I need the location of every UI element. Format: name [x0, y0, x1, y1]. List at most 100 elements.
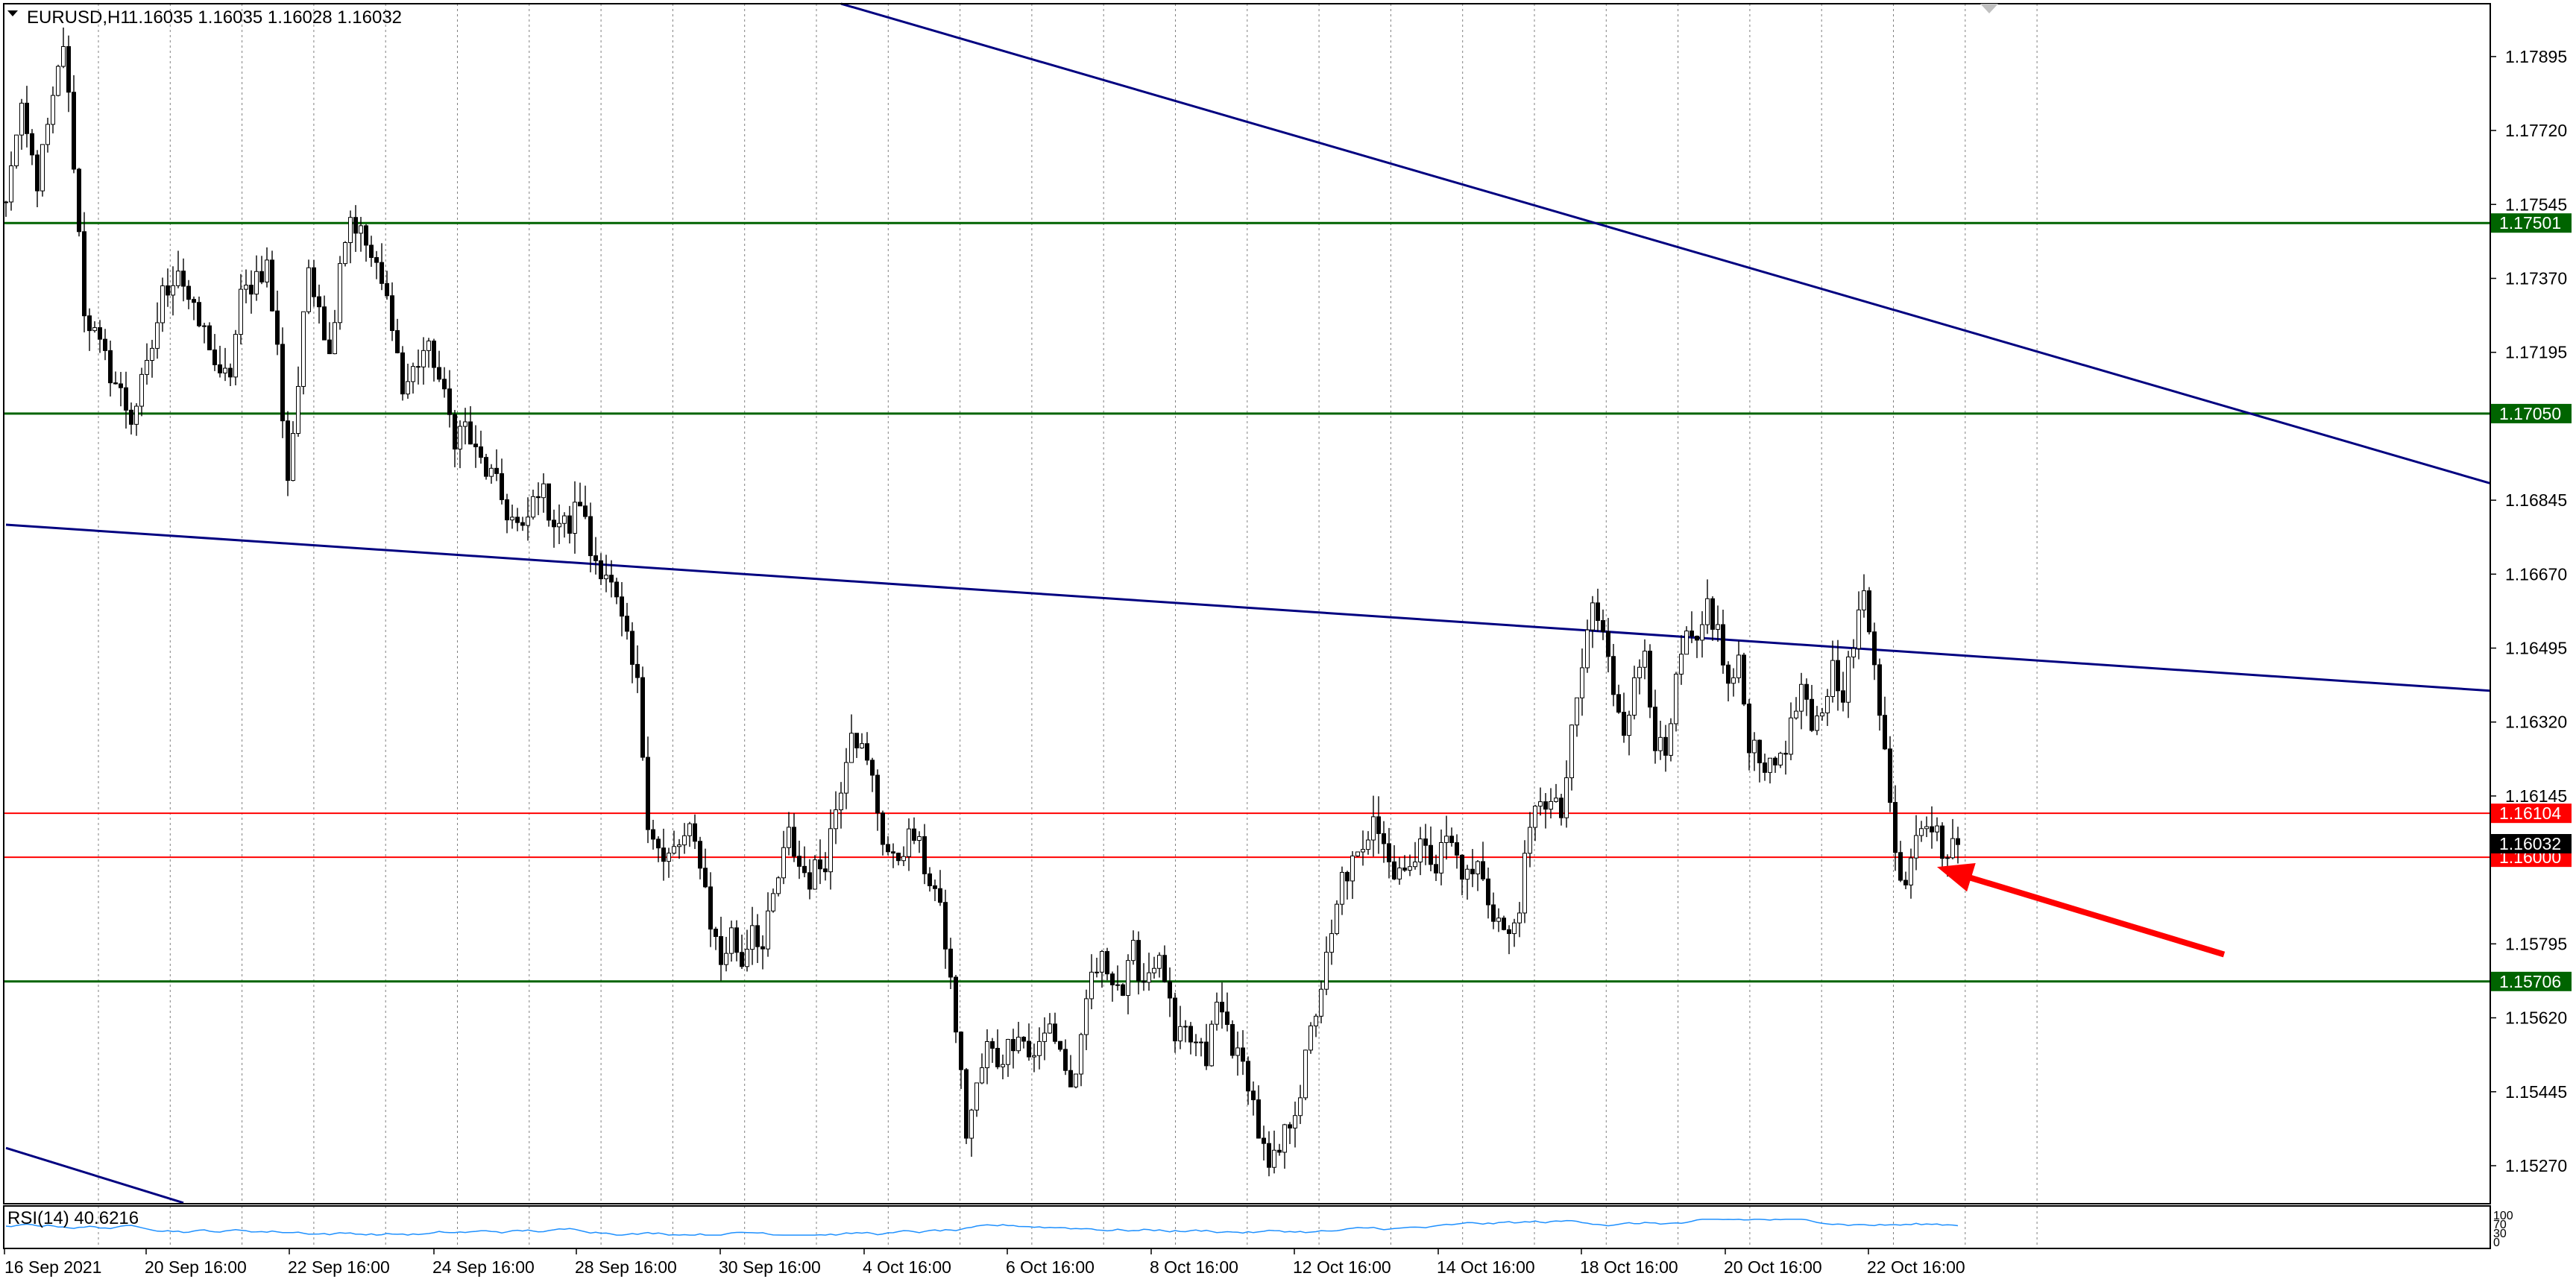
candle-body: [1736, 654, 1741, 678]
candle-body: [406, 381, 410, 395]
candle-body: [1434, 864, 1438, 874]
candle-body: [1752, 739, 1757, 754]
price-tag: [2491, 213, 2572, 233]
candle-body: [1522, 853, 1527, 914]
horizontal-levels[interactable]: [4, 221, 2490, 983]
candle-body: [160, 285, 165, 323]
candle-body: [1303, 1049, 1308, 1099]
candle-body: [760, 946, 765, 950]
candle-body: [1930, 826, 1934, 833]
candle-body: [92, 327, 97, 332]
time-axis[interactable]: 16 Sep 2021 20 Sep 16:00 22 Sep 16:00 24 Se…: [4, 1248, 1965, 1277]
price-tag: [2491, 834, 2572, 853]
time-tick-label: 18 Oct 16:00: [1580, 1257, 1678, 1277]
candle-body: [1215, 1002, 1219, 1025]
candle-body: [552, 520, 556, 528]
trendline[interactable]: [840, 2, 2491, 484]
candle-body: [259, 271, 264, 282]
candle-body: [792, 827, 796, 857]
candle-body: [802, 865, 807, 874]
candle-body: [1408, 866, 1412, 871]
candle-body: [1742, 654, 1746, 705]
candle-body: [661, 847, 666, 862]
candle-body: [1183, 1026, 1188, 1028]
candle-body: [1695, 635, 1699, 641]
candle-body: [1021, 1037, 1026, 1042]
candle-body: [604, 575, 608, 580]
candle-body: [1058, 1040, 1062, 1050]
arrow-head-icon[interactable]: [1937, 863, 1976, 892]
candle-body: [1267, 1143, 1271, 1168]
candle-body: [510, 517, 514, 521]
candle-body: [1689, 631, 1694, 637]
candle-body: [1810, 698, 1814, 731]
candle-body: [640, 677, 645, 758]
candle-body: [254, 271, 259, 295]
candle-body: [1382, 833, 1386, 844]
header-symbol: EURUSD,H1: [27, 7, 130, 28]
candle-body: [526, 517, 530, 526]
candle-body: [881, 812, 885, 845]
candle-body: [1663, 736, 1668, 756]
candle-body: [938, 888, 942, 903]
candle-body: [583, 505, 588, 517]
candle-body: [1157, 955, 1162, 969]
candle-body: [1444, 836, 1449, 843]
candle-body: [129, 409, 133, 425]
candle-body: [635, 663, 640, 678]
candle-body: [1825, 695, 1830, 713]
candle-body: [531, 496, 535, 518]
candle-body: [1585, 629, 1590, 669]
candle-body: [1773, 757, 1777, 765]
price-axis[interactable]: 1.17895 1.17720 1.17545 1.17370 1.17195 1.168…: [2490, 47, 2567, 1175]
candle-body: [1423, 839, 1428, 846]
candle-body: [1481, 861, 1485, 879]
time-tick-label: 30 Sep 16:00: [719, 1257, 821, 1277]
candle-body: [1491, 904, 1496, 922]
trendline[interactable]: [5, 523, 2491, 692]
candle-body: [1100, 951, 1104, 973]
price-tag-label: 1.16104: [2499, 803, 2561, 823]
candle-body: [233, 334, 238, 378]
dropdown-triangle-icon[interactable]: [7, 10, 18, 16]
candle-body: [1319, 988, 1323, 1017]
candle-body: [411, 366, 415, 382]
rsi-scale-label: 70: [2493, 1219, 2507, 1231]
candle-body: [1533, 806, 1537, 828]
candle-body: [1637, 666, 1642, 678]
price-tick-label: 1.17895: [2505, 47, 2567, 66]
candle-body: [426, 341, 431, 351]
candle-body: [500, 473, 504, 500]
candle-body: [40, 144, 45, 192]
trendlines[interactable]: [5, 2, 2491, 1204]
candle-body: [781, 847, 786, 879]
candle-body: [818, 859, 822, 870]
time-tick-label: 14 Oct 16:00: [1437, 1257, 1535, 1277]
candle-body: [943, 902, 948, 950]
candle-body: [974, 1082, 979, 1111]
candle-body: [1413, 862, 1417, 868]
candle-body: [1329, 933, 1334, 953]
arrow-shaft[interactable]: [1958, 871, 2226, 958]
candle-body: [1554, 798, 1558, 802]
candle-body: [291, 433, 295, 481]
candle-body: [1387, 843, 1391, 862]
candle-body: [1063, 1049, 1068, 1071]
candle-body: [1074, 1073, 1078, 1087]
candle-body: [1068, 1070, 1073, 1087]
candle-body: [1235, 1047, 1240, 1056]
candle-body: [599, 560, 603, 580]
rsi-scale-label: 100: [2493, 1210, 2513, 1222]
shift-marker-icon[interactable]: [1980, 4, 1998, 13]
candle-body: [494, 467, 499, 474]
trendline[interactable]: [5, 1146, 184, 1204]
candle-body: [1820, 712, 1824, 717]
candle-body: [1141, 980, 1146, 983]
candle-body: [181, 271, 186, 287]
candle-body: [1512, 922, 1517, 935]
arrow-annotation[interactable]: [1937, 863, 2226, 958]
price-tag-label: 1.16032: [2499, 834, 2561, 853]
candle-body: [1830, 660, 1835, 697]
